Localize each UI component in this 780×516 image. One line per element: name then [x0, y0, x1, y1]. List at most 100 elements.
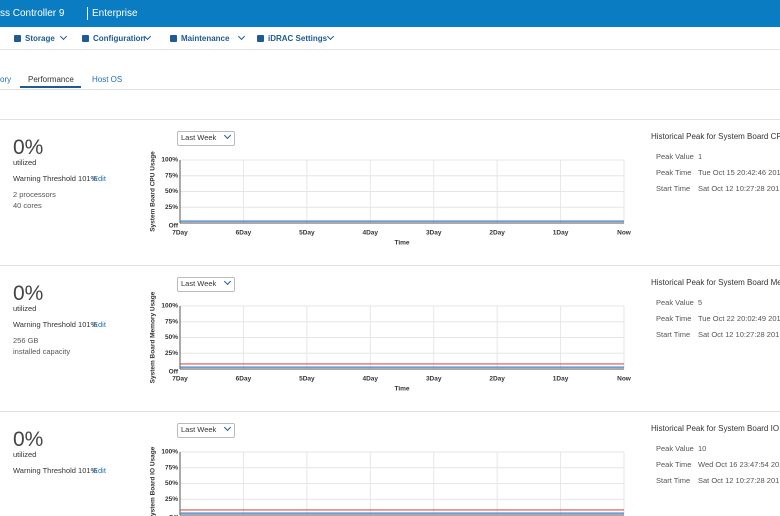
tab[interactable]: Host OS — [92, 75, 123, 84]
peak-title: Historical Peak for System Board Mem — [651, 278, 780, 287]
peak-label: Start Time — [656, 184, 691, 193]
y-tick-label: Off — [169, 369, 179, 376]
nav-bar — [0, 27, 780, 50]
y-tick-label: 25% — [165, 204, 178, 211]
peak-value: Tue Oct 22 20:02:49 201 — [698, 314, 780, 323]
y-tick-label: 25% — [165, 350, 178, 357]
x-tick-label: 5Day — [299, 230, 315, 237]
nav-item[interactable]: Configuration — [93, 34, 146, 43]
range[interactable]: Last Week — [181, 133, 217, 142]
header-divider — [87, 7, 88, 20]
y-axis-title: System Board CPU Usage — [150, 151, 157, 232]
edition: Enterprise — [92, 8, 138, 19]
tab[interactable]: ory — [0, 75, 12, 84]
peak-value: Sat Oct 12 10:27:28 201 — [698, 330, 780, 339]
x-tick-label: Now — [617, 230, 632, 237]
peak-label: Peak Value — [656, 444, 694, 453]
y-tick-label: 50% — [165, 480, 178, 487]
x-tick-label: 1Day — [553, 376, 569, 383]
peak-label: Peak Value — [656, 152, 694, 161]
range[interactable]: Last Week — [181, 425, 217, 434]
detail: 2 processors — [13, 190, 56, 199]
x-tick-label: 7Day — [172, 376, 188, 383]
range[interactable]: Last Week — [181, 279, 217, 288]
y-axis-title: System Board IO Usage — [150, 446, 157, 516]
threshold: Warning Threshold 101% — [13, 174, 98, 183]
x-tick-label: 6Day — [236, 376, 252, 383]
range-dropdown[interactable] — [177, 423, 235, 438]
range-dropdown[interactable] — [177, 277, 235, 292]
edit-link[interactable]: Edit — [93, 320, 106, 329]
peak-title: Historical Peak for System Board IO U — [651, 424, 780, 433]
utilization: 0% — [13, 136, 44, 159]
peak-label: Peak Time — [656, 314, 692, 323]
x-tick-label: 5Day — [299, 376, 315, 383]
peak-value: Wed Oct 16 23:47:54 201 — [698, 460, 780, 469]
y-tick-label: Off — [169, 223, 179, 230]
y-axis-title: System Board Memory Usage — [150, 291, 157, 383]
active-tab-underline — [20, 86, 81, 88]
x-tick-label: 3Day — [426, 376, 442, 383]
utilized-label: utilized — [13, 304, 37, 313]
peak-value: Tue Oct 15 20:42:46 201 — [698, 168, 780, 177]
utilization: 0% — [13, 282, 44, 305]
edit-link[interactable]: Edit — [93, 466, 106, 475]
y-tick-label: 75% — [165, 172, 178, 179]
x-tick-label: Now — [617, 376, 632, 383]
top-bar — [0, 0, 780, 27]
peak-label: Peak Time — [656, 168, 692, 177]
peak-label: Peak Value — [656, 298, 694, 307]
nav-item[interactable]: Maintenance — [181, 34, 230, 43]
y-tick-label: Off — [169, 515, 179, 516]
range-dropdown[interactable] — [177, 131, 235, 146]
threshold: Warning Threshold 101% — [13, 466, 98, 475]
x-tick-label: 4Day — [363, 376, 379, 383]
peak-value: 5 — [698, 298, 703, 307]
detail: 256 GB — [13, 336, 39, 345]
threshold: Warning Threshold 101% — [13, 320, 98, 329]
nav-item[interactable]: iDRAC Settings — [268, 34, 328, 43]
y-tick-label: 100% — [161, 303, 178, 310]
edit-link[interactable]: Edit — [93, 174, 106, 183]
peak-label: Start Time — [656, 330, 691, 339]
detail: installed capacity — [13, 347, 71, 356]
y-tick-label: 50% — [165, 334, 178, 341]
panel-separator — [0, 265, 780, 266]
utilization: 0% — [13, 428, 44, 451]
nav-icon — [257, 35, 264, 42]
peak-value: 1 — [698, 152, 703, 161]
y-tick-label: 100% — [161, 449, 178, 456]
panel-separator — [0, 411, 780, 412]
utilized-label: utilized — [13, 158, 37, 167]
detail: 40 cores — [13, 201, 42, 210]
peak-title: Historical Peak for System Board CPU — [651, 132, 780, 141]
x-tick-label: 2Day — [489, 230, 505, 237]
x-tick-label: 6Day — [236, 230, 252, 237]
y-tick-label: 50% — [165, 188, 178, 195]
x-tick-label: 1Day — [553, 230, 569, 237]
x-tick-label: 3Day — [426, 230, 442, 237]
y-tick-label: 100% — [161, 157, 178, 164]
y-tick-label: 25% — [165, 496, 178, 503]
x-tick-label: 4Day — [363, 230, 379, 237]
panel-separator — [0, 119, 780, 120]
product-name: ss Controller 9 — [0, 8, 65, 19]
y-tick-label: 75% — [165, 464, 178, 471]
x-axis-title: Time — [394, 240, 409, 247]
x-axis-title: Time — [394, 386, 409, 393]
x-tick-label: 7Day — [172, 230, 188, 237]
utilized-label: utilized — [13, 450, 37, 459]
peak-value: 10 — [698, 444, 707, 453]
tab[interactable]: Performance — [28, 75, 74, 84]
y-tick-label: 75% — [165, 318, 178, 325]
x-tick-label: 2Day — [489, 376, 505, 383]
tab-separator — [0, 89, 780, 90]
nav-icon — [82, 35, 89, 42]
nav-icon — [170, 35, 177, 42]
peak-value: Sat Oct 12 10:27:28 201 — [698, 476, 780, 485]
nav-item[interactable]: Storage — [25, 34, 55, 43]
peak-label: Peak Time — [656, 460, 692, 469]
peak-value: Sat Oct 12 10:27:28 201 — [698, 184, 780, 193]
